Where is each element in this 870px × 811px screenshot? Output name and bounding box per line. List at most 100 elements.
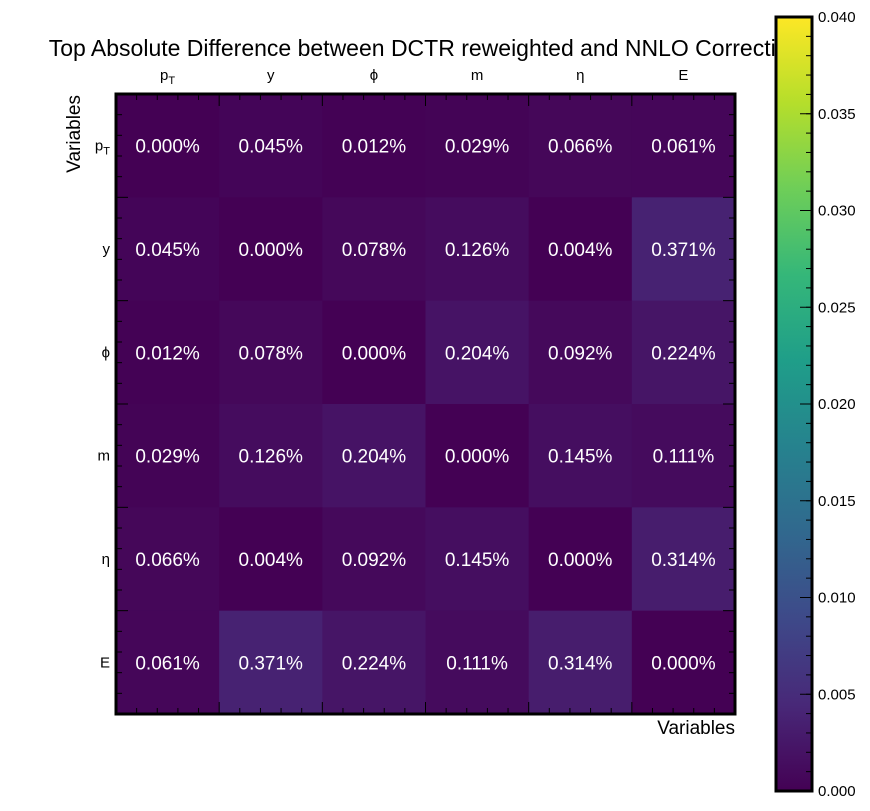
y-tick-label: η [102, 551, 110, 568]
heatmap-cell [219, 507, 323, 612]
x-tick-label: η [576, 67, 584, 84]
cell-value-label: 0.000% [239, 240, 304, 261]
heatmap-cell [322, 197, 427, 302]
x-tick-label: E [678, 67, 688, 84]
heatmap-cell [425, 94, 530, 198]
y-tick-label: ϕ [102, 344, 110, 361]
cell-value-label: 0.004% [548, 240, 613, 261]
heatmap-cell [528, 507, 633, 612]
plot-frame [114, 92, 737, 716]
cell-value-label: 0.004% [239, 550, 304, 571]
heatmap-cell [631, 404, 736, 508]
y-tick-label: pT [95, 138, 110, 158]
colorbar-ticks: 0.000 0.005 0.010 0.015 0.020 0.025 0.030 0.035… [800, 9, 856, 800]
colorbar-tick-label: 0.010 [818, 590, 856, 607]
cell-value-label: 0.066% [548, 137, 613, 158]
cell-value-label: 0.012% [342, 137, 407, 158]
cell-value-label: 0.126% [445, 240, 510, 261]
cell-value-label: 0.126% [239, 447, 304, 468]
heatmap-cell [322, 94, 427, 198]
y-tick-label: m [98, 448, 111, 465]
y-tick-label: y [103, 241, 111, 258]
heatmap-cell [219, 404, 323, 508]
cell-value-label: 0.111% [653, 447, 715, 468]
cell-value-label: 0.012% [135, 343, 200, 364]
heatmap-cell [631, 610, 736, 715]
heatmap-cell [322, 404, 427, 508]
cell-value-label: 0.111% [446, 653, 508, 674]
cell-value-label: 0.204% [445, 343, 510, 364]
heatmap-cell [631, 94, 736, 198]
heatmap-cell [631, 507, 736, 612]
cell-value-label: 0.145% [548, 447, 613, 468]
heatmap-cells [116, 94, 736, 715]
heatmap-cell [116, 197, 220, 302]
heatmap-cell [116, 610, 220, 715]
cell-value-label: 0.078% [342, 240, 407, 261]
cell-value-label: 0.061% [651, 137, 716, 158]
cell-value-label: 0.145% [445, 550, 510, 571]
x-tick-label: y [267, 67, 275, 84]
heatmap-cell [425, 197, 530, 302]
cell-value-label: 0.224% [342, 653, 407, 674]
cell-value-label: 0.092% [342, 550, 407, 571]
heatmap-cell [425, 300, 530, 405]
heatmap-cell [116, 94, 220, 198]
y-tick-labels: pT y ϕ m η E [95, 138, 111, 672]
x-tick-label: pT [160, 67, 175, 87]
colorbar-tick-label: 0.040 [818, 9, 856, 26]
colorbar-tick-label: 0.000 [818, 783, 856, 800]
heatmap-cell [425, 610, 530, 715]
heatmap-cell [528, 94, 633, 198]
heatmap-cell [425, 404, 530, 508]
colorbar-tick-label: 0.035 [818, 106, 856, 123]
cell-value-label: 0.371% [239, 653, 304, 674]
heatmap-cell [219, 610, 323, 715]
cell-value-label: 0.029% [445, 137, 510, 158]
heatmap-cell-labels: 0.000% 0.045% 0.012% 0.029% 0.066% 0.061% 0.04… [135, 137, 715, 675]
heatmap-cell [116, 507, 220, 612]
colorbar-tick-label: 0.020 [818, 396, 856, 413]
cell-value-label: 0.000% [445, 447, 510, 468]
cell-value-label: 0.371% [651, 240, 716, 261]
heatmap-cell [116, 404, 220, 508]
heatmap-cell [219, 94, 323, 198]
cell-value-label: 0.092% [548, 343, 613, 364]
colorbar-tick-label: 0.025 [818, 299, 856, 316]
heatmap-cell [322, 610, 427, 715]
colorbar-tick-label: 0.030 [818, 203, 856, 220]
heatmap-cell [322, 507, 427, 612]
x-tick-labels: pT y ϕ m η E [160, 67, 688, 87]
cell-value-label: 0.314% [651, 550, 716, 571]
y-tick-label: E [100, 654, 110, 671]
cell-value-label: 0.078% [239, 343, 304, 364]
heatmap-cell [528, 404, 633, 508]
cell-value-label: 0.066% [135, 550, 200, 571]
cell-value-label: 0.045% [135, 240, 200, 261]
colorbar-frame [774, 15, 814, 793]
x-tick-label: m [471, 67, 484, 84]
colorbar-tick-label: 0.015 [818, 493, 856, 510]
y-axis-label: Variables [64, 95, 85, 173]
colorbar-tick-label: 0.005 [818, 686, 856, 703]
heatmap-cell [528, 610, 633, 715]
heatmap-cell [219, 300, 323, 405]
heatmap-cell [631, 197, 736, 302]
heatmap-cell [116, 300, 220, 405]
cell-value-label: 0.045% [239, 137, 304, 158]
x-tick-label: ϕ [370, 67, 378, 84]
heatmap-cell [219, 197, 323, 302]
cell-value-label: 0.224% [651, 343, 716, 364]
chart-title: Top Absolute Difference between DCTR rew… [49, 35, 802, 61]
cell-value-label: 0.000% [135, 137, 200, 158]
heatmap-cell [631, 300, 736, 405]
cell-value-label: 0.204% [342, 447, 407, 468]
cell-value-label: 0.314% [548, 653, 613, 674]
cell-value-label: 0.000% [342, 343, 407, 364]
heatmap-cell [528, 300, 633, 405]
x-axis-label: Variables [657, 718, 735, 739]
cell-value-label: 0.000% [548, 550, 613, 571]
cell-value-label: 0.061% [135, 653, 200, 674]
heatmap-cell [322, 300, 427, 405]
